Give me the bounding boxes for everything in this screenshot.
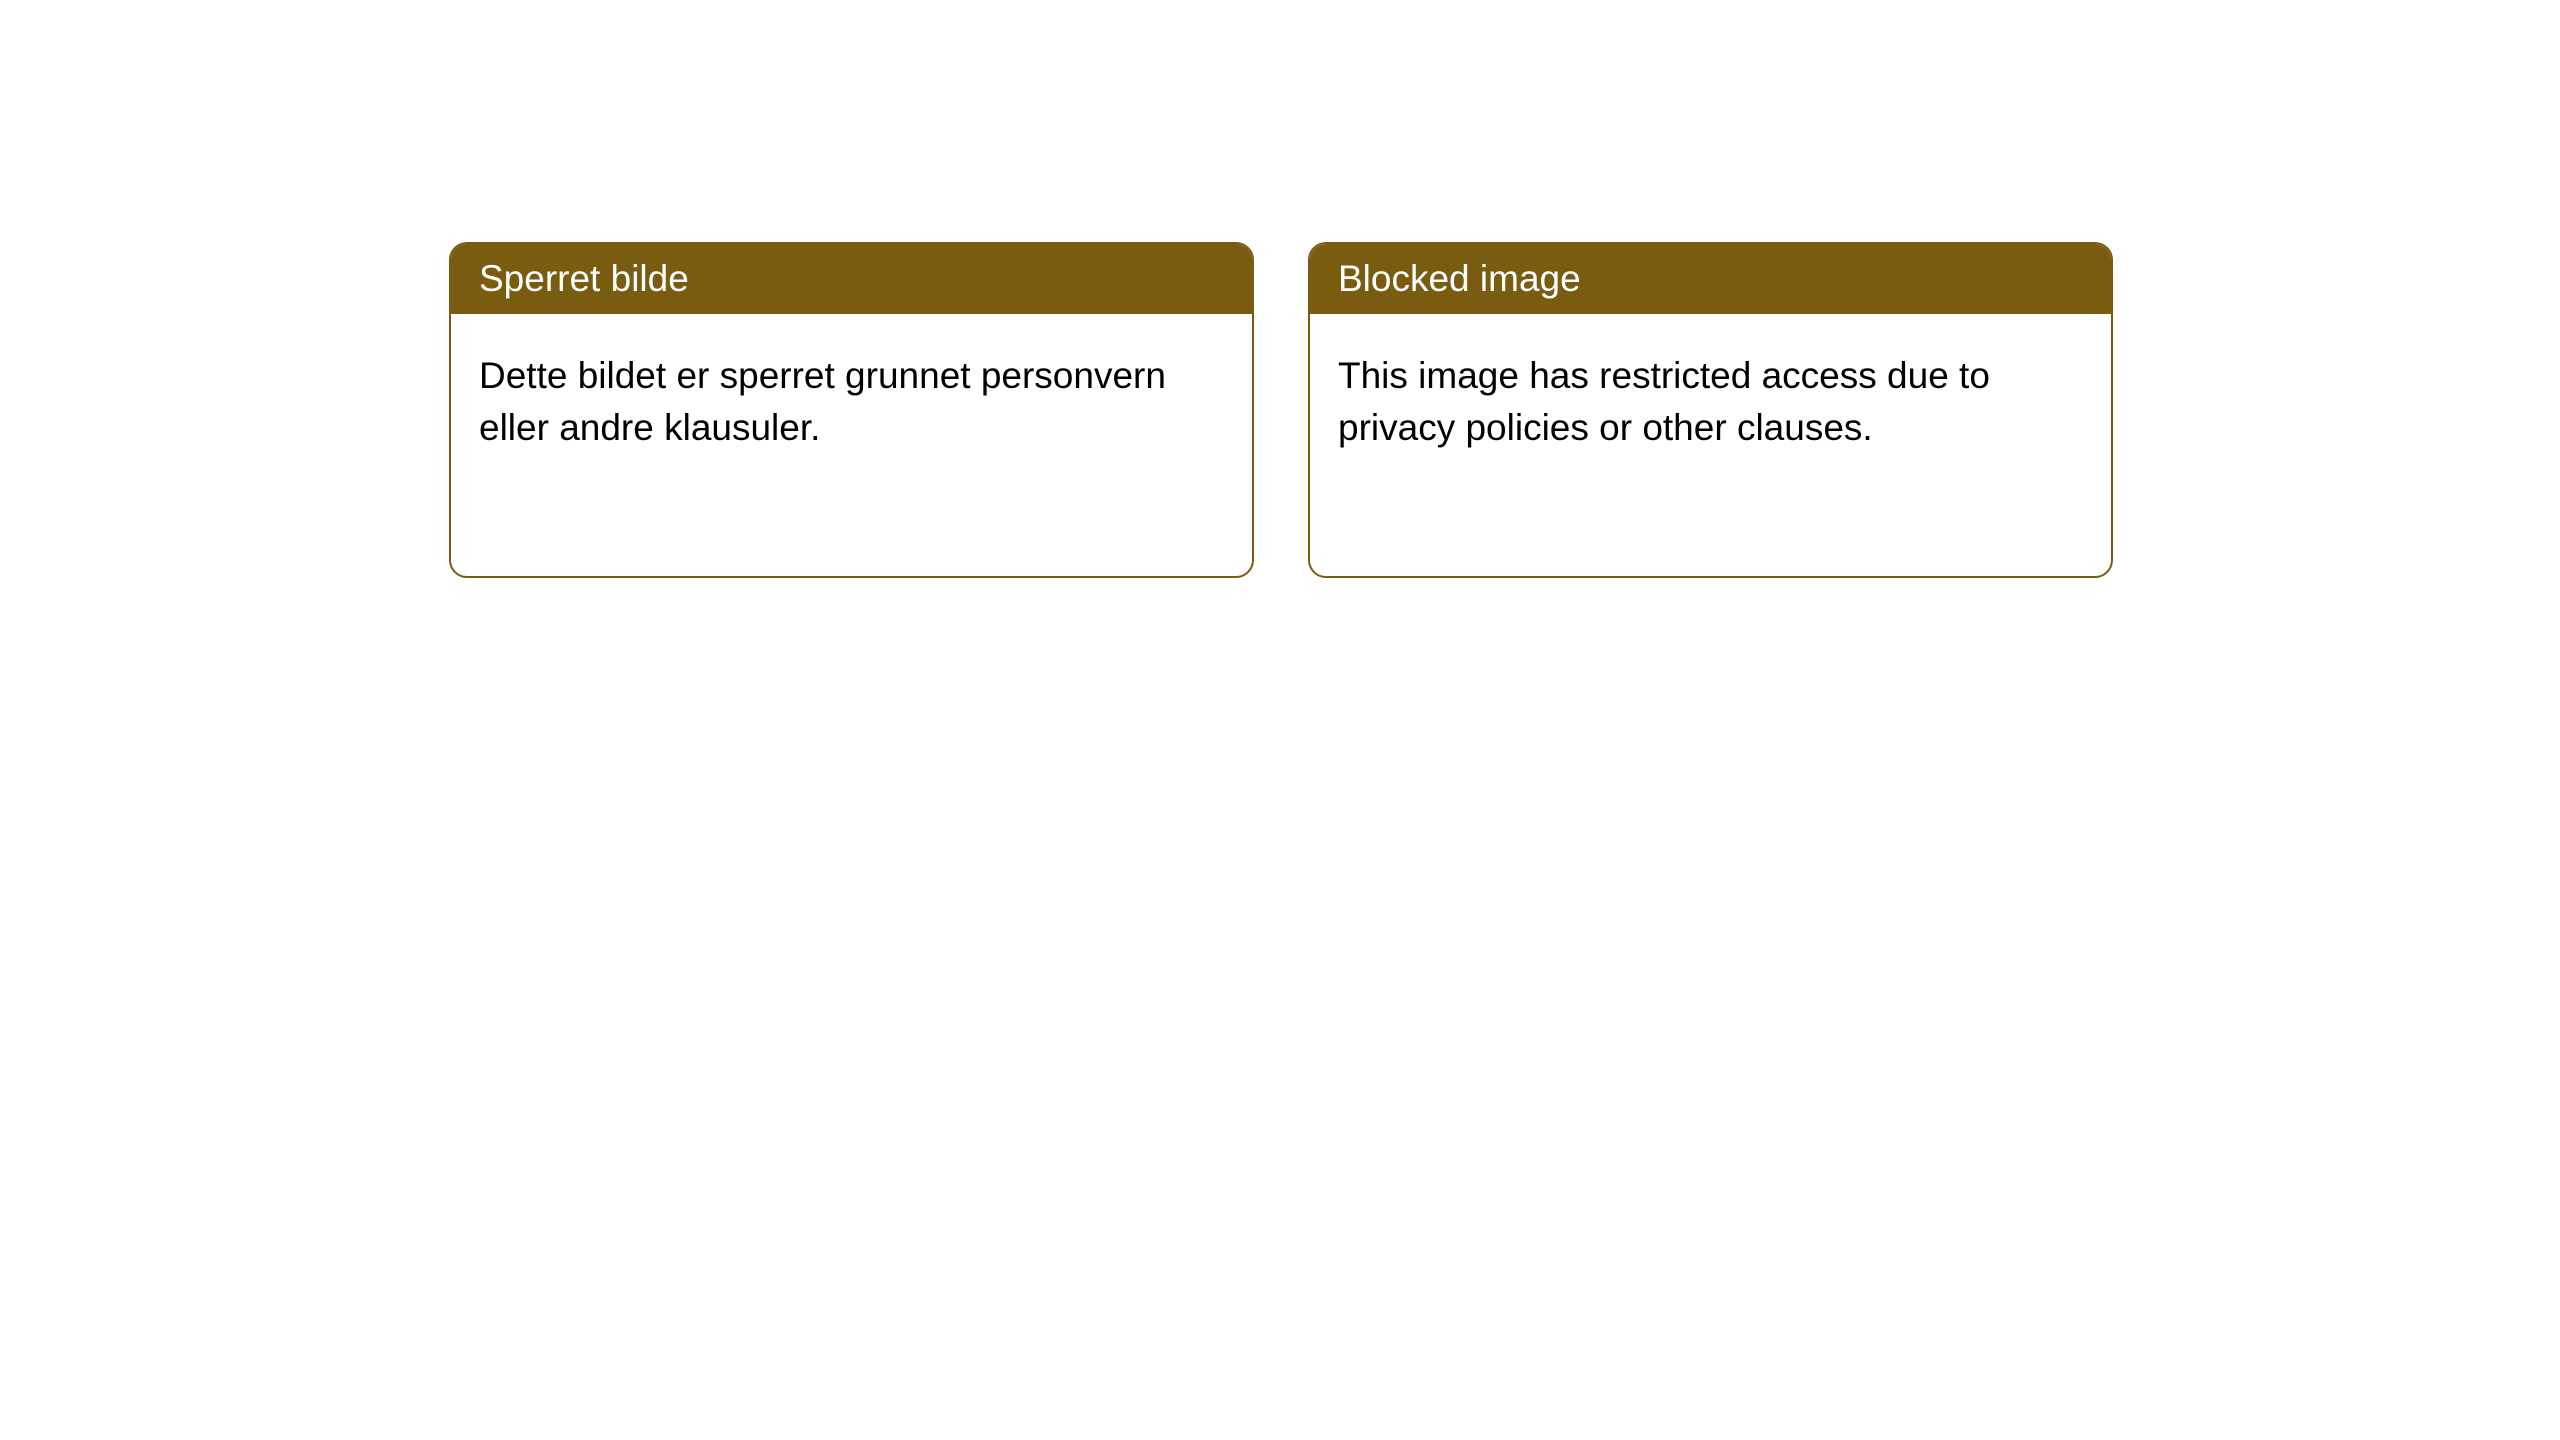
card-title: Sperret bilde [479, 258, 689, 299]
notice-cards-container: Sperret bilde Dette bildet er sperret gr… [449, 242, 2113, 578]
card-body: Dette bildet er sperret grunnet personve… [451, 314, 1252, 490]
card-body: This image has restricted access due to … [1310, 314, 2111, 490]
card-header: Sperret bilde [451, 244, 1252, 314]
card-body-text: This image has restricted access due to … [1338, 355, 1990, 448]
notice-card-norwegian: Sperret bilde Dette bildet er sperret gr… [449, 242, 1254, 578]
card-title: Blocked image [1338, 258, 1581, 299]
card-body-text: Dette bildet er sperret grunnet personve… [479, 355, 1166, 448]
notice-card-english: Blocked image This image has restricted … [1308, 242, 2113, 578]
card-header: Blocked image [1310, 244, 2111, 314]
